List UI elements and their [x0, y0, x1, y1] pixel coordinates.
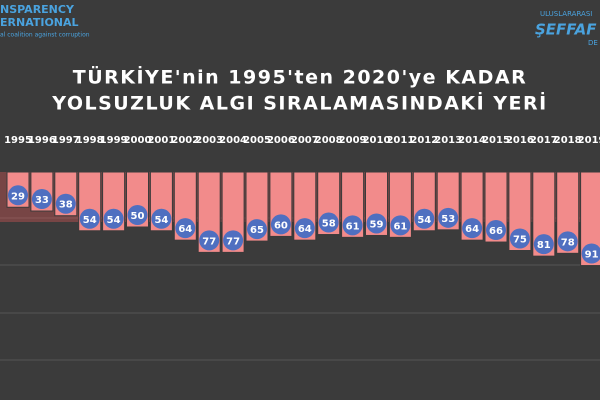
value-label: 91	[585, 250, 599, 261]
x-tick-label: 2002	[171, 135, 199, 146]
x-tick-label: 2015	[482, 135, 510, 146]
value-label: 75	[513, 235, 527, 246]
x-tick-label: 2004	[219, 135, 247, 146]
value-label: 64	[178, 224, 192, 235]
rank-marker	[486, 220, 506, 241]
value-label: 50	[131, 211, 145, 222]
x-tick-label: 1999	[100, 135, 128, 146]
rank-marker	[247, 219, 267, 240]
rank-marker	[55, 193, 76, 214]
x-tick-label: 2003	[195, 135, 223, 146]
chart-title: YOLSUZLUK ALGI SIRALAMASINDAKİ YERİ	[51, 91, 548, 115]
rank-marker	[318, 212, 339, 233]
bar	[532, 171, 556, 257]
rank-marker	[509, 228, 530, 249]
value-label: 77	[202, 236, 216, 247]
rank-marker	[31, 189, 52, 210]
x-tick-label: 2006	[267, 135, 295, 146]
value-label: 64	[465, 224, 479, 235]
x-tick-label: 1998	[76, 135, 104, 146]
x-tick-label: 2013	[434, 135, 462, 146]
x-tick-label: 2000	[124, 135, 152, 146]
value-label: 29	[11, 191, 25, 202]
rank-marker	[438, 207, 459, 228]
value-label: 59	[370, 219, 384, 230]
bar	[580, 171, 600, 267]
value-label: 38	[59, 200, 73, 211]
value-label: 54	[154, 215, 168, 226]
rank-marker	[151, 208, 172, 229]
rank-marker	[533, 234, 554, 255]
value-label: 54	[417, 215, 431, 226]
x-tick-label: 2010	[363, 135, 391, 146]
logo-text: DE	[588, 39, 598, 47]
x-tick-label: 2009	[339, 135, 367, 146]
value-label: 58	[322, 219, 336, 230]
rank-marker	[557, 231, 578, 252]
x-tick-label: 2018	[554, 135, 582, 146]
rank-marker	[294, 218, 315, 239]
logo-text: NSPARENCY	[0, 3, 75, 16]
value-label: 61	[346, 221, 360, 232]
value-label: 77	[226, 236, 240, 247]
x-tick-label: 2011	[386, 135, 414, 146]
value-label: 64	[298, 224, 312, 235]
chart-title: TÜRKİYE'nin 1995'ten 2020'ye KADAR	[73, 65, 527, 89]
rank-marker	[199, 230, 220, 251]
rank-marker	[270, 214, 291, 235]
x-tick-label: 2001	[147, 135, 175, 146]
value-label: 81	[537, 240, 551, 251]
value-label: 60	[274, 220, 288, 231]
rank-marker	[8, 185, 28, 206]
x-tick-label: 2005	[243, 135, 271, 146]
rank-marker	[103, 208, 124, 229]
logo-text: al coalition against corruption	[0, 32, 90, 39]
logo-text: ŞEFFAF	[535, 21, 597, 39]
x-tick-label: 2016	[506, 135, 534, 146]
rank-marker	[366, 213, 387, 234]
rank-marker	[390, 215, 411, 236]
value-label: 54	[107, 215, 121, 226]
x-tick-label: 2007	[291, 135, 319, 146]
value-label: 78	[561, 237, 575, 248]
rank-marker	[175, 218, 196, 239]
value-label: 54	[83, 215, 97, 226]
x-tick-label: 1995	[4, 135, 32, 146]
x-tick-label: 2008	[315, 135, 343, 146]
x-tick-label: 1996	[28, 135, 56, 146]
rank-marker	[414, 208, 435, 229]
x-tick-label: 2012	[410, 135, 438, 146]
rank-marker	[462, 218, 483, 239]
value-label: 53	[441, 214, 455, 225]
value-label: 33	[35, 195, 49, 206]
rank-marker	[581, 243, 600, 264]
logo-text: ERNATIONAL	[0, 16, 79, 29]
logo-text: ULUSLARARASI	[540, 10, 592, 18]
x-tick-label: 2014	[458, 135, 486, 146]
value-label: 65	[250, 225, 264, 236]
value-label: 66	[489, 226, 503, 237]
value-label: 61	[393, 221, 407, 232]
x-tick-label: 2017	[530, 135, 558, 146]
rank-marker	[342, 215, 363, 236]
rank-marker	[79, 208, 100, 229]
rank-marker	[223, 230, 244, 251]
x-tick-label: 1997	[52, 135, 80, 146]
rank-marker	[127, 205, 148, 225]
